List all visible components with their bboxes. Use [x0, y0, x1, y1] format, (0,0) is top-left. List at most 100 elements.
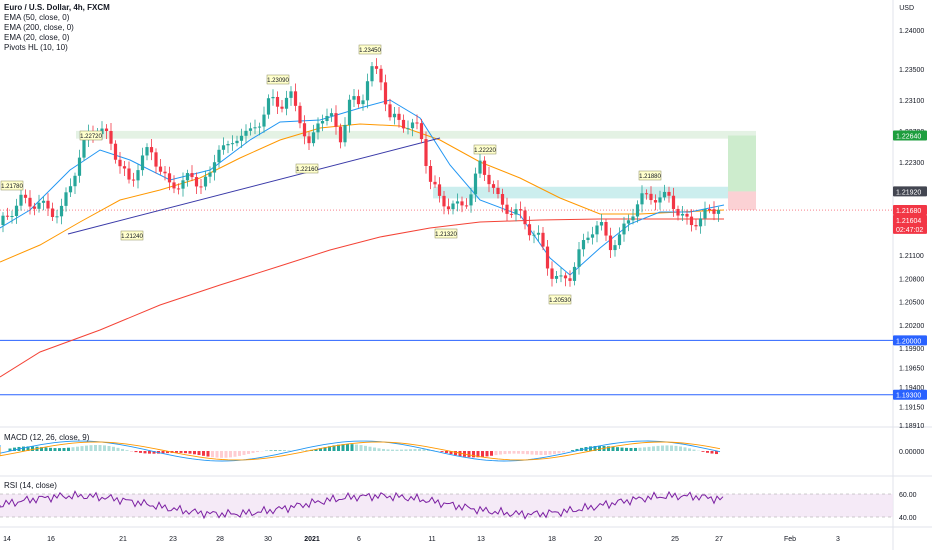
macd-bar	[112, 446, 115, 451]
macd-bar	[166, 451, 169, 454]
macd-bar	[652, 446, 655, 451]
candle-body	[352, 96, 356, 100]
candle-body	[653, 200, 658, 203]
macd-bar	[76, 446, 79, 451]
macd-bar	[193, 451, 196, 455]
pivot-label-text: 1.21880	[639, 174, 661, 180]
candle-body	[10, 215, 14, 217]
candle-body	[568, 278, 572, 281]
macd-bar	[179, 451, 183, 453]
candle-body	[478, 160, 482, 174]
time-axis-label: 11	[428, 536, 435, 543]
candle-body	[635, 204, 640, 217]
macd-legend[interactable]: MACD (12, 26, close, 9)	[4, 433, 90, 442]
candle-body	[406, 128, 410, 130]
candle-body	[401, 119, 406, 129]
macd-bar	[517, 451, 520, 454]
candle-body	[527, 224, 532, 236]
time-axis-label: 28	[216, 536, 224, 543]
macd-bar	[391, 449, 394, 451]
macd-bar	[67, 447, 70, 451]
candle-body	[514, 209, 518, 215]
macd-bar	[251, 451, 255, 453]
candle-body	[230, 143, 235, 145]
candle-body	[617, 234, 622, 246]
candle-body	[190, 173, 194, 178]
time-axis-label: Feb	[784, 536, 796, 543]
pivot-label-text: 1.22220	[474, 148, 496, 154]
candle-body	[415, 122, 419, 124]
macd-bar	[611, 446, 615, 451]
rsi-legend[interactable]: RSI (14, close)	[4, 481, 57, 490]
candle-body	[334, 113, 338, 127]
macd-bar	[548, 451, 552, 455]
candle-body	[221, 145, 226, 150]
candle-body	[343, 124, 347, 143]
macd-bar	[220, 451, 223, 458]
macd-bar	[481, 451, 484, 457]
macd-bar	[400, 449, 403, 451]
candle-body	[716, 210, 721, 214]
indicator-ema50[interactable]: EMA (50, close, 0)	[4, 13, 70, 22]
price-tag-text: 1.19300	[896, 393, 921, 400]
pivot-label-text: 1.21320	[435, 232, 457, 238]
indicator-pivots[interactable]: Pivots HL (10, 10)	[4, 43, 68, 52]
candle-body	[253, 127, 257, 129]
candle-body	[518, 209, 523, 211]
indicator-ema200[interactable]: EMA (200, close, 0)	[4, 23, 74, 32]
macd-bar	[472, 451, 475, 458]
macd-bar	[323, 447, 327, 451]
macd-bar	[467, 451, 471, 458]
macd-bar	[274, 450, 277, 451]
price-tag-box	[893, 214, 927, 225]
candle-body	[671, 195, 676, 209]
macd-bar	[175, 451, 178, 453]
pivot-label-text: 1.21240	[121, 234, 143, 240]
indicator-ema20[interactable]: EMA (20, close, 0)	[4, 33, 70, 42]
candle-body	[383, 82, 388, 105]
candle-body	[235, 140, 239, 144]
pivot-label-box	[548, 294, 572, 305]
candle-body	[77, 157, 82, 176]
macd-bar	[319, 448, 322, 451]
macd-bar	[616, 447, 619, 451]
candle-body	[46, 200, 50, 209]
pivot-label-box	[295, 163, 319, 174]
macd-bar	[445, 451, 448, 453]
macd-bar	[526, 451, 529, 455]
candle-body	[136, 170, 140, 181]
candle-body	[320, 120, 325, 124]
macd-bar	[341, 444, 345, 451]
pivot-label-box	[0, 180, 24, 191]
candle-body	[496, 187, 500, 195]
currency-label[interactable]: USD	[899, 5, 914, 12]
candle-body	[455, 201, 460, 204]
candle-body	[122, 166, 127, 169]
rsi-line	[0, 490, 724, 520]
time-axis-label: 14	[3, 536, 11, 543]
macd-bar	[211, 451, 214, 458]
macd-bar	[557, 451, 561, 454]
candle-body	[604, 222, 608, 236]
candle-body	[316, 123, 320, 133]
price-axis-label: 1.21100	[899, 253, 924, 260]
macd-bar	[26, 446, 30, 451]
price-axis-label: 1.19900	[899, 346, 924, 353]
macd-bar	[350, 444, 354, 451]
macd-bar	[679, 446, 682, 451]
price-tag-box	[893, 335, 927, 346]
ema200-line	[0, 218, 724, 378]
macd-bar	[589, 446, 592, 451]
candle-body	[680, 213, 685, 216]
macd-bar	[242, 451, 246, 455]
pivot-label: 1.21780	[0, 180, 24, 191]
candle-body	[689, 216, 694, 226]
candle-body	[203, 176, 208, 187]
macd-bar	[40, 447, 43, 451]
candle-body	[599, 222, 604, 226]
candle-body	[289, 91, 293, 98]
price-axis-label: 1.20200	[899, 323, 924, 330]
time-axis-label: 25	[671, 536, 679, 543]
candle-body	[509, 213, 514, 215]
